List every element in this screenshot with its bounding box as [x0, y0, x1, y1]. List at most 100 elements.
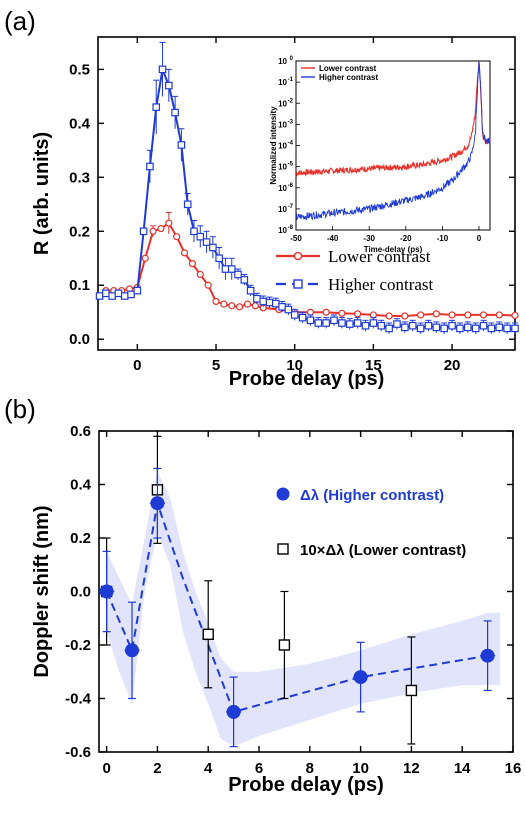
data-point [234, 270, 242, 279]
inset-y-tick-exponent: -2 [288, 98, 294, 104]
y-tick-label: -0.2 [65, 637, 91, 654]
x-tick-label: 4 [204, 760, 213, 777]
inset-y-tick-label: 10 [278, 205, 287, 214]
inset-y-tick-label: 10 [278, 184, 287, 193]
data-point [202, 238, 211, 246]
data-point [127, 290, 135, 299]
data-point [314, 319, 323, 327]
inset-y-tick-label: 10 [278, 226, 287, 235]
data-point [511, 324, 519, 333]
data-point [479, 311, 488, 319]
data-point [259, 297, 268, 306]
data-point [253, 294, 261, 303]
data-point [393, 320, 401, 328]
data-point [487, 324, 496, 333]
legend-label-0: Lower contrast [328, 247, 431, 266]
data-point [416, 311, 425, 319]
inset-series-line-0 [295, 60, 491, 177]
inset-x-tick-label: -50 [290, 234, 302, 243]
data-point [240, 276, 249, 284]
data-point [306, 308, 315, 316]
legend-marker-0 [293, 251, 303, 261]
inset-y-tick-exponent: -1 [288, 77, 294, 83]
data-point [99, 584, 114, 599]
data-point [215, 254, 223, 263]
data-point [190, 227, 198, 236]
data-point [173, 233, 181, 241]
y-tick-label: -0.6 [65, 744, 91, 761]
data-point [236, 303, 244, 311]
data-point [495, 311, 503, 319]
data-point [385, 312, 393, 320]
chart-b: 0 2 4 6 8 10 12 14 16 -0.6 -0.4 -0.2 0.0 0.2 0.4 0.6 Pro… [31, 423, 521, 796]
data-point [228, 302, 236, 310]
data-point [95, 292, 104, 300]
data-point [290, 311, 299, 319]
data-point [202, 628, 214, 640]
data-point [448, 311, 456, 319]
data-point [284, 305, 293, 314]
data-point [188, 260, 197, 268]
data-point [120, 292, 129, 300]
data-point [108, 292, 116, 300]
inset-x-axis-title: Time-delay (ps) [364, 245, 423, 254]
x-tick-label: 20 [444, 357, 461, 374]
data-point [354, 310, 362, 318]
data-point [141, 254, 149, 262]
x-tick-label: 0 [133, 357, 141, 374]
inset-y-tick-exponent: -3 [288, 119, 294, 125]
data-point [480, 648, 495, 663]
inset-y-axis-title: Normalized intensity [269, 106, 278, 185]
legend-marker-0 [276, 487, 290, 501]
y-tick-label: 0.2 [69, 223, 90, 240]
panel-a-label: (a) [4, 6, 36, 36]
inset-y-tick-label: 10 [278, 120, 287, 129]
inset-x-tick-label: -30 [363, 234, 375, 243]
y-tick-label: 0.0 [70, 584, 91, 601]
data-point [440, 324, 448, 333]
data-point [322, 319, 330, 327]
x-tick-label: 0 [102, 760, 110, 777]
data-point [196, 232, 205, 241]
data-point [157, 224, 165, 233]
data-point [338, 319, 346, 327]
data-point [377, 321, 386, 330]
data-point [265, 298, 274, 307]
data-point [401, 323, 409, 332]
data-point [125, 643, 140, 658]
data-point [177, 141, 186, 149]
data-point [165, 219, 173, 227]
y-tick-label: 0.6 [70, 423, 91, 440]
data-point [226, 704, 241, 719]
inset-y-tick-label: 10 [278, 99, 287, 108]
data-point [243, 300, 252, 308]
inset-y-tick-exponent: 0 [290, 56, 294, 62]
data-point [416, 324, 425, 333]
x-tick-label: 2 [153, 760, 161, 777]
y-tick-label: 0.0 [69, 331, 90, 348]
data-point [456, 324, 464, 333]
inset-y-tick-exponent: -6 [288, 183, 294, 189]
x-tick-label: 15 [365, 357, 382, 374]
x-axis-title: Probe delay (ps) [229, 368, 385, 390]
x-axis-title: Probe delay (ps) [228, 774, 384, 796]
inset-y-tick-label: 10 [278, 163, 287, 172]
data-point [369, 311, 377, 319]
data-point [306, 316, 315, 325]
y-tick-label: 0.4 [70, 477, 92, 494]
y-axis-title: R (arb. units) [31, 132, 53, 255]
inset-y-tick-label: 10 [278, 78, 287, 87]
x-tick-label: 10 [286, 357, 303, 374]
data-point [139, 227, 148, 236]
inset-y-tick-exponent: -7 [288, 204, 294, 210]
data-point [149, 227, 157, 235]
data-point [183, 200, 192, 209]
confidence-band [106, 471, 501, 747]
data-point [278, 303, 286, 311]
data-point [251, 302, 259, 310]
inset-y-tick-exponent: -5 [288, 162, 294, 168]
data-point [448, 321, 456, 330]
data-point [369, 319, 378, 327]
plot-frame [97, 36, 516, 351]
series-line-0 [105, 221, 516, 318]
